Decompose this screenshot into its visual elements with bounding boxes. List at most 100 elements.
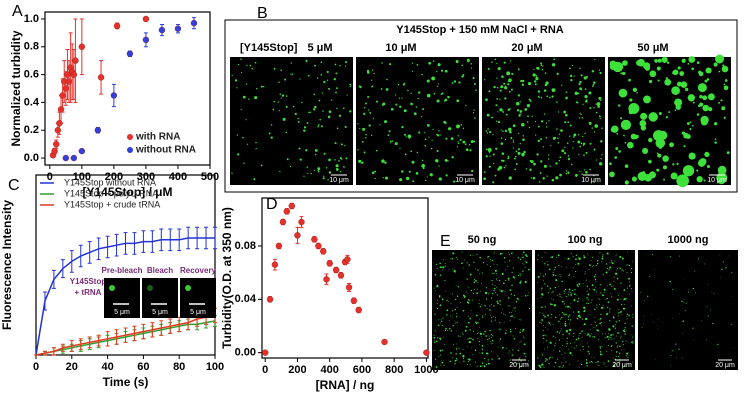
droplet — [242, 95, 246, 99]
droplet — [613, 338, 615, 340]
droplet — [554, 287, 556, 288]
droplet — [517, 151, 521, 155]
droplet — [462, 349, 464, 350]
image-label: 20 μM — [511, 42, 542, 54]
droplet — [509, 320, 511, 322]
droplet — [398, 97, 401, 99]
droplet — [501, 346, 504, 349]
droplet — [395, 103, 398, 106]
droplet — [521, 83, 524, 86]
droplet — [562, 333, 564, 336]
droplet — [482, 262, 485, 264]
droplet — [519, 329, 521, 331]
droplet — [606, 335, 609, 338]
droplet — [407, 89, 409, 92]
droplet — [445, 327, 447, 330]
droplet — [442, 266, 445, 269]
droplet — [490, 341, 492, 343]
droplet — [499, 300, 501, 302]
droplet — [623, 330, 626, 333]
droplet — [578, 297, 580, 299]
droplet — [616, 363, 618, 364]
droplet — [613, 364, 616, 367]
droplet — [543, 314, 545, 316]
scale-label: 10 μm — [329, 177, 349, 184]
droplet — [580, 142, 583, 145]
droplet — [603, 363, 605, 365]
droplet — [437, 63, 441, 67]
droplet — [459, 138, 462, 141]
droplet — [705, 67, 712, 74]
droplet — [649, 276, 651, 278]
data-point — [110, 92, 118, 99]
droplet — [598, 319, 600, 321]
droplet — [469, 318, 471, 320]
droplet — [322, 177, 325, 180]
scale-label: 20 μm — [509, 362, 529, 369]
droplet — [568, 316, 570, 318]
droplet — [472, 112, 475, 114]
droplet — [359, 85, 362, 89]
droplet — [545, 340, 547, 342]
droplet — [621, 314, 623, 316]
droplet — [546, 175, 548, 177]
droplet — [436, 285, 439, 288]
droplet — [574, 342, 575, 343]
droplet — [553, 304, 555, 306]
droplet — [585, 271, 587, 273]
droplet — [685, 134, 691, 139]
droplet — [696, 61, 700, 64]
droplet — [488, 151, 491, 154]
droplet — [493, 252, 495, 254]
droplet — [493, 315, 495, 317]
droplet — [492, 181, 495, 184]
droplet — [599, 292, 601, 294]
droplet — [658, 145, 663, 149]
droplet — [282, 117, 286, 121]
droplet — [600, 314, 602, 316]
droplet — [540, 296, 542, 298]
droplet — [569, 67, 571, 70]
droplet — [315, 154, 317, 156]
droplet — [556, 331, 558, 333]
data-point — [158, 26, 166, 34]
droplet — [475, 321, 477, 324]
droplet — [566, 266, 568, 268]
droplet — [624, 141, 627, 144]
data-point — [126, 50, 134, 57]
droplet — [539, 172, 542, 175]
droplet — [604, 299, 606, 300]
droplet — [349, 83, 352, 86]
droplet — [672, 70, 676, 75]
droplet — [442, 259, 444, 261]
x-tick-label: 400 — [321, 364, 339, 376]
droplet — [522, 335, 524, 337]
droplet — [629, 98, 633, 102]
droplet — [549, 96, 551, 99]
droplet — [458, 81, 461, 84]
droplet — [582, 299, 584, 301]
legend-label: Y145Stop without RNA — [64, 177, 156, 187]
droplet — [599, 283, 601, 286]
data-point — [62, 154, 70, 162]
droplet — [523, 337, 525, 339]
droplet — [598, 297, 600, 299]
droplet — [602, 274, 604, 276]
droplet — [579, 332, 581, 335]
droplet — [479, 305, 482, 308]
droplet — [483, 365, 486, 368]
droplet — [517, 349, 519, 352]
droplet — [496, 98, 498, 100]
droplet — [497, 355, 499, 357]
droplet — [611, 262, 613, 264]
droplet — [548, 120, 550, 122]
droplet — [535, 77, 537, 80]
droplet — [556, 128, 558, 130]
droplet — [532, 176, 536, 180]
droplet — [591, 356, 593, 358]
droplet — [484, 314, 487, 316]
droplet — [577, 360, 579, 362]
droplet — [460, 124, 463, 126]
droplet — [475, 322, 478, 325]
droplet — [578, 283, 581, 285]
